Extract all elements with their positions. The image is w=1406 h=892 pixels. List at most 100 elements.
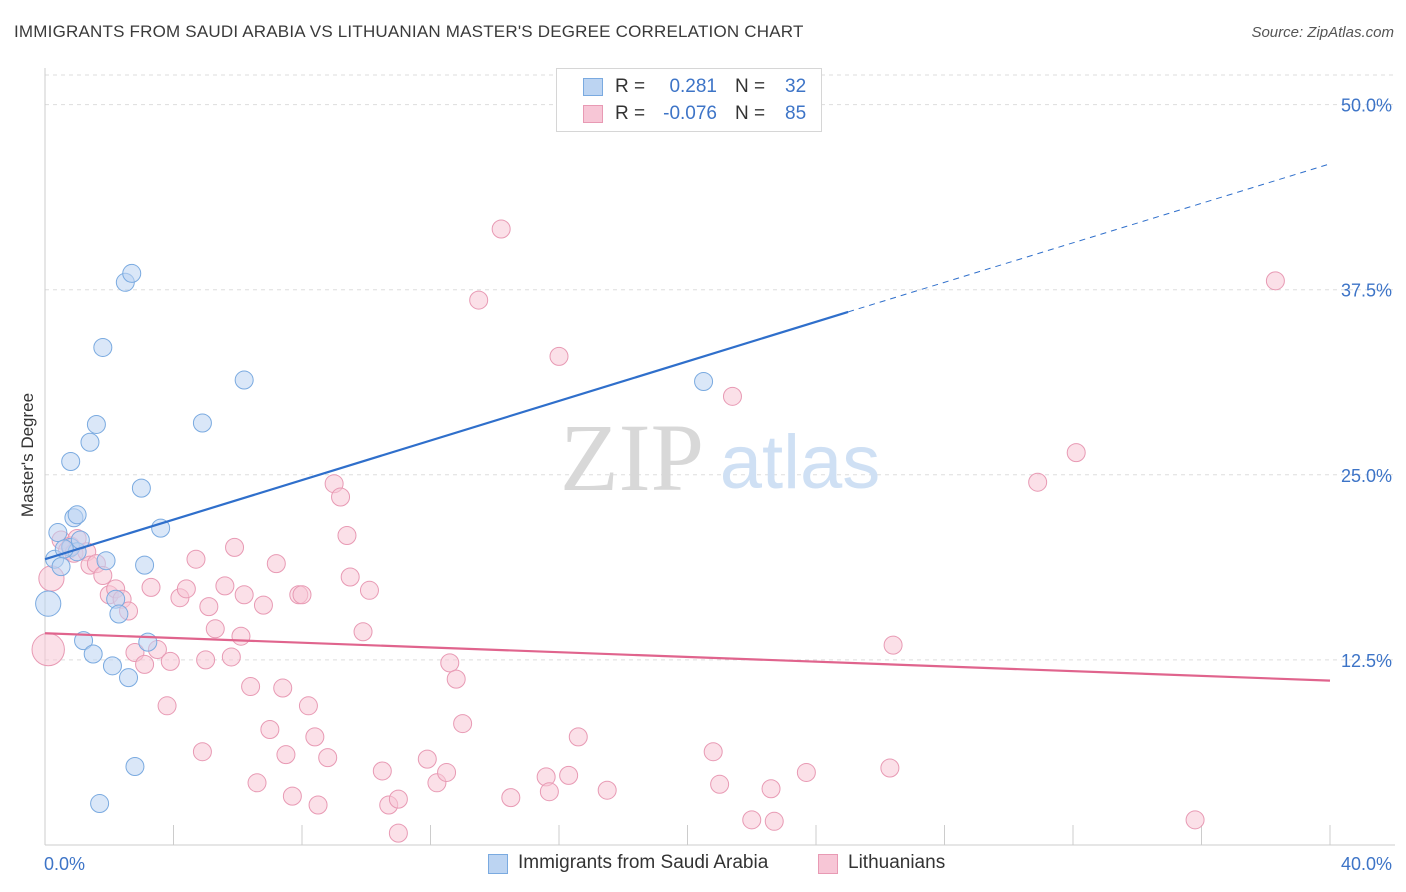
saudi-arabia-point — [67, 505, 87, 525]
lithuanians-point — [225, 537, 245, 557]
lithuanians-point — [253, 595, 273, 615]
lithuanians-point — [761, 779, 781, 799]
tick-labels: 12.5% 25.0% 37.5% 50.0% 0.0% 40.0% — [44, 96, 1392, 874]
lithuanians-point — [318, 748, 338, 768]
series-lithuanians — [31, 219, 1285, 843]
lithuanians-point — [703, 742, 723, 762]
lithuanians-point — [491, 219, 511, 239]
lithuanians-point — [372, 761, 392, 781]
lithuanians-point — [160, 651, 180, 671]
lithuanians-point — [742, 810, 762, 830]
lithuanians-point — [539, 782, 559, 802]
lithuanians-point — [353, 622, 373, 642]
legend-r-label: R = — [615, 103, 646, 124]
lithuanians-point — [1028, 472, 1048, 492]
lithuanians-point — [241, 677, 261, 697]
chart-title: IMMIGRANTS FROM SAUDI ARABIA VS LITHUANI… — [14, 22, 804, 41]
lithuanians-point — [247, 773, 267, 793]
saudi-arabia-point — [83, 644, 103, 664]
saudi-arabia-point — [694, 372, 714, 392]
lithuanians-point — [559, 765, 579, 785]
lithuanians-point — [710, 774, 730, 794]
lithuanians-point — [1185, 810, 1205, 830]
saudi-arabia-point — [151, 518, 171, 538]
chart-source: Source: ZipAtlas.com — [1251, 24, 1394, 41]
lithuanians-point — [186, 549, 206, 569]
lithuanians-point — [388, 823, 408, 843]
saudi-arabia-point — [54, 539, 74, 559]
lithuanians-point — [469, 290, 489, 310]
legend-row-lithuanians: R = -0.076 N = 85 — [557, 102, 821, 128]
saudi-arabia-point — [135, 555, 155, 575]
lithuanians-point — [446, 669, 466, 689]
correlation-legend: R = 0.281 N = 32 R = -0.076 N = 85 — [556, 68, 822, 132]
legend-n-label: N = — [735, 103, 766, 124]
saudi-arabia-point — [48, 523, 68, 543]
legend-r-value: 0.281 — [669, 76, 717, 97]
lithuanians-point — [192, 742, 212, 762]
lithuanians-point — [221, 647, 241, 667]
saudi-arabia-point — [61, 451, 81, 471]
lithuanians-point — [597, 780, 617, 800]
y-tick-label: 50.0% — [1341, 96, 1392, 116]
saudi-arabia-point — [109, 604, 129, 624]
y-tick-label: 37.5% — [1341, 281, 1392, 301]
legend-row-saudi-arabia: R = 0.281 N = 32 — [557, 75, 821, 101]
legend-n-value: 85 — [785, 103, 807, 124]
saudi-arabia-point — [90, 794, 110, 814]
saudi-arabia-point — [86, 414, 106, 434]
saudi-arabia-trend-line — [44, 310, 849, 561]
lithuanians-point — [437, 762, 457, 782]
legend-swatch-pink — [583, 105, 603, 123]
watermark-atlas: atlas — [720, 420, 881, 505]
lithuanians-point — [549, 346, 569, 366]
series-saudi-arabia — [35, 263, 714, 814]
x-tick-label: 40.0% — [1341, 854, 1392, 874]
saudi-arabia-point — [35, 590, 62, 617]
saudi-arabia-point — [125, 757, 145, 777]
lithuanians-point — [176, 579, 196, 599]
legend-swatch-pink — [818, 854, 838, 874]
watermark: ZIP atlas — [560, 404, 880, 511]
saudi-arabia-point — [119, 668, 139, 688]
saudi-arabia-point — [93, 337, 113, 357]
lithuanians-point — [215, 576, 235, 596]
lithuanians-point — [722, 386, 742, 406]
lithuanians-point — [157, 696, 177, 716]
lithuanians-point — [568, 727, 588, 747]
lithuanians-point — [260, 720, 280, 739]
lithuanians-point — [1265, 271, 1285, 291]
lithuanians-point — [141, 577, 161, 597]
lithuanians-point — [1066, 443, 1086, 463]
lithuanians-point — [196, 650, 216, 670]
lithuanians-point — [273, 678, 293, 698]
saudi-arabia-point — [96, 551, 116, 571]
lithuanians-point — [266, 554, 286, 574]
lithuanians-point — [883, 635, 903, 655]
lithuanians-point — [453, 714, 473, 734]
x-tick-label: 0.0% — [44, 854, 85, 874]
lithuanians-point — [308, 795, 328, 815]
lithuanians-point — [298, 696, 318, 716]
axes — [44, 68, 1395, 846]
lithuanians-point — [205, 619, 225, 639]
lithuanians-point — [231, 626, 251, 646]
lithuanians-point — [359, 580, 379, 600]
legend-n-label: N = — [735, 76, 766, 97]
grid-lines — [45, 74, 1395, 661]
saudi-arabia-point — [122, 263, 142, 283]
lithuanians-point — [331, 487, 351, 507]
lithuanians-point — [282, 786, 302, 806]
legend-n-value: 32 — [785, 76, 807, 97]
lithuanians-point — [796, 762, 816, 782]
lithuanians-point — [764, 811, 784, 831]
lithuanians-trend-line — [44, 632, 1331, 682]
legend-swatch-blue — [583, 78, 603, 96]
lithuanians-point — [501, 788, 521, 808]
legend-swatch-blue — [488, 854, 508, 874]
legend-r-label: R = — [615, 76, 646, 97]
lithuanians-point — [417, 749, 437, 769]
lithuanians-point — [276, 745, 296, 765]
legend-r-value: -0.076 — [663, 103, 717, 124]
